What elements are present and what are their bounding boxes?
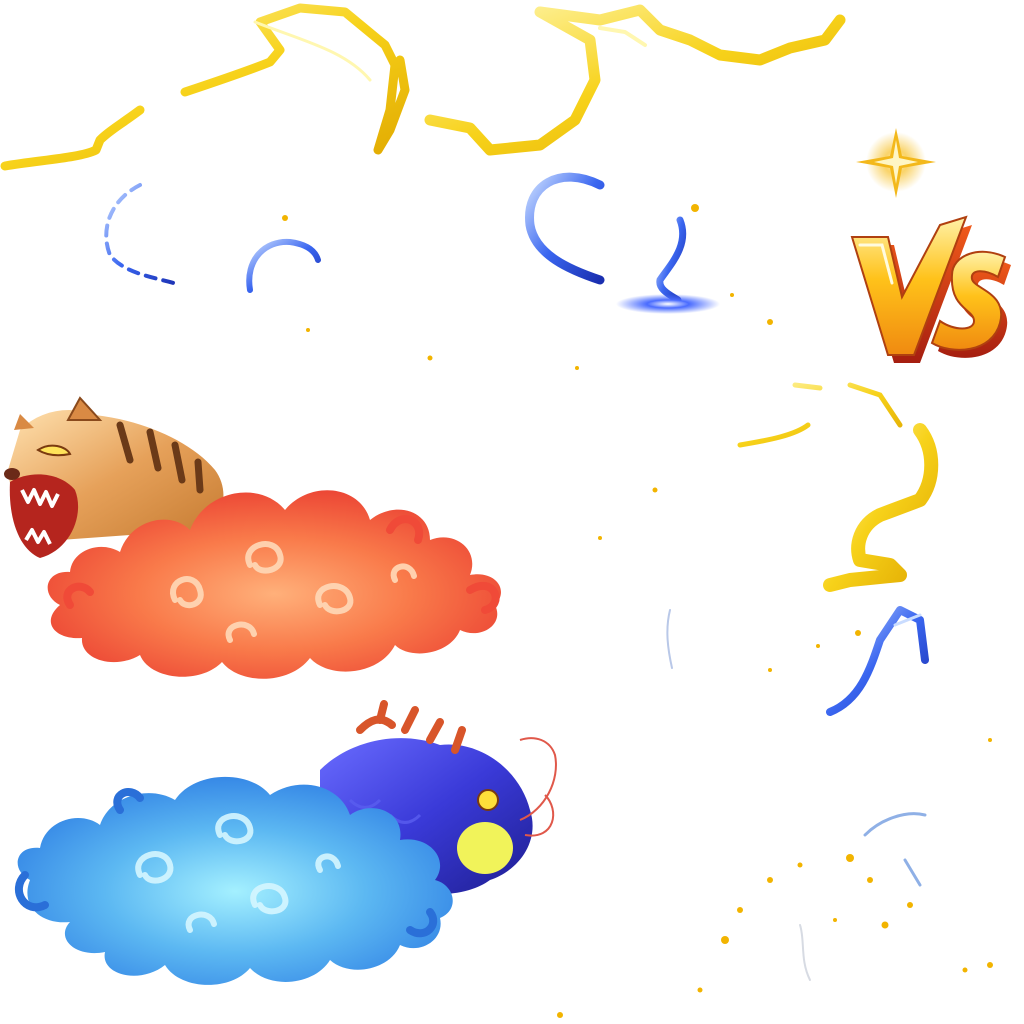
dragon-fighter <box>15 700 557 985</box>
gold-lightning-right-upper <box>737 382 903 448</box>
faint-wisp-2 <box>863 812 927 887</box>
blue-impact-puddle <box>616 294 720 314</box>
tiger-fighter <box>4 396 501 679</box>
dragon-water-cloud <box>15 776 453 985</box>
golden-star-spark <box>856 128 936 198</box>
tiger-body <box>4 396 224 558</box>
gold-lightning-highlight <box>253 20 372 82</box>
gold-lightning-top-left <box>0 3 410 171</box>
blue-lightning-arc-4 <box>656 216 687 304</box>
gold-lightning-right-bolt <box>823 423 939 592</box>
vs-emblem: VS <box>840 205 1011 363</box>
faint-wisp-3 <box>799 924 811 981</box>
faint-wisp-1 <box>666 609 673 669</box>
blue-lightning-arc-2 <box>246 238 321 293</box>
gold-ember-particles <box>282 204 993 1018</box>
blue-lightning-arc-1 <box>104 183 182 287</box>
vs-label: VS <box>840 205 842 206</box>
blue-lightning-right <box>826 606 929 716</box>
tiger-fire-cloud <box>47 490 501 679</box>
gold-lightning-top-right <box>424 4 846 156</box>
blue-lightning-arc-3 <box>525 172 605 285</box>
